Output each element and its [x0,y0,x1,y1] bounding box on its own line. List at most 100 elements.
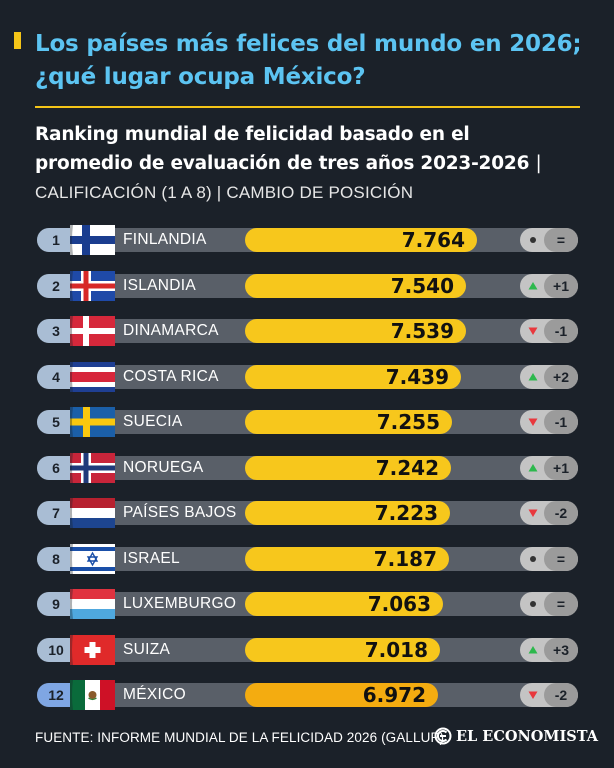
score-bar [245,410,452,434]
ranking-row: 8 7.187 ISRAEL = [0,544,614,574]
score-value-label: 7.764 [401,228,465,252]
luxembourg-flag-icon [70,589,115,619]
score-bar [245,274,466,298]
position-change-value: +3 [544,638,578,662]
iceland-flag-icon [70,271,115,301]
arrow-up-icon [528,463,538,473]
position-change-pill: -1 [520,319,578,343]
norway-flag-icon [70,453,115,483]
score-bar [245,319,466,343]
arrow-down-icon [528,690,538,700]
score-value-label: 6.972 [362,683,426,707]
page-title: Los países más felices del mundo en 2026… [35,31,582,90]
position-change-pill: = [520,228,578,252]
country-name: MÉXICO [123,686,186,703]
country-name: ISLANDIA [123,277,197,294]
el-economista-logo-icon [434,727,452,745]
country-name: LUXEMBURGO [123,595,237,612]
score-value-label: 7.539 [390,319,454,343]
position-change-pill: = [520,592,578,616]
position-change-pill: = [520,547,578,571]
title-divider [35,106,580,108]
subtitle-line-1: Ranking mundial de felicidad basado en e… [35,124,470,145]
chart-subtitle: Ranking mundial de felicidad basado en e… [35,120,600,178]
dot-icon [528,235,538,245]
denmark-flag-icon [70,316,115,346]
subtitle-line-2: promedio de evaluación de tres años 2023… [35,149,600,178]
arrow-down-icon [528,326,538,336]
switzerland-flag-icon [70,635,115,665]
country-name: NORUEGA [123,459,204,476]
country-name: ISRAEL [123,550,180,567]
ranking-row: 9 7.063 LUXEMBURGO = [0,589,614,619]
ranking-row: 7 7.223 PAÍSES BAJOS -2 [0,498,614,528]
score-value-label: 7.018 [364,638,428,662]
position-change-value: +1 [544,274,578,298]
position-change-pill: +1 [520,274,578,298]
country-name: FINLANDIA [123,231,207,248]
country-name: PAÍSES BAJOS [123,504,237,521]
score-bar [245,456,451,480]
score-bar [245,365,461,389]
country-name: COSTA RICA [123,368,219,385]
country-name: SUECIA [123,413,183,430]
position-change-value: +1 [544,456,578,480]
position-change-value: -1 [544,319,578,343]
position-change-pill: +2 [520,365,578,389]
position-change-value: +2 [544,365,578,389]
dot-icon [528,554,538,564]
subtitle-line-2-text: promedio de evaluación de tres años 2023… [35,153,530,174]
country-name: SUIZA [123,641,171,658]
arrow-up-icon [528,645,538,655]
position-change-pill: -2 [520,683,578,707]
position-change-value: -1 [544,410,578,434]
arrow-up-icon [528,372,538,382]
ranking-row: 10 7.018 SUIZA +3 [0,635,614,665]
dot-icon [528,599,538,609]
finland-flag-icon [70,225,115,255]
arrow-down-icon [528,508,538,518]
chart-axis-description: CALIFICACIÓN (1 A 8) | CAMBIO DE POSICIÓ… [35,183,414,202]
netherlands-flag-icon [70,498,115,528]
position-change-value: = [544,228,578,252]
sweden-flag-icon [70,407,115,437]
score-bar [245,638,440,662]
score-value-label: 7.255 [376,410,440,434]
ranking-row: 2 7.540 ISLANDIA +1 [0,271,614,301]
source-note: FUENTE: INFORME MUNDIAL DE LA FELICIDAD … [35,730,445,745]
position-change-pill: +3 [520,638,578,662]
brand-name: EL ECONOMISTA [456,727,598,745]
ranking-row: 4 7.439 COSTA RICA +2 [0,362,614,392]
score-value-label: 7.439 [385,365,449,389]
position-change-value: = [544,592,578,616]
brand-logo: EL ECONOMISTA [434,727,598,745]
position-change-value: -2 [544,683,578,707]
score-bar [245,683,438,707]
position-change-value: = [544,547,578,571]
score-value-label: 7.063 [367,592,431,616]
score-bar [245,547,449,571]
arrow-down-icon [528,417,538,427]
ranking-row: 12 6.972 MÉXICO -2 [0,680,614,710]
position-change-pill: -1 [520,410,578,434]
score-value-label: 7.242 [375,456,439,480]
score-bar [245,501,450,525]
position-change-pill: +1 [520,456,578,480]
israel-flag-icon [70,544,115,574]
score-bar [245,592,443,616]
score-value-label: 7.540 [390,274,454,298]
mexico-flag-icon [70,680,115,710]
costa-rica-flag-icon [70,362,115,392]
arrow-up-icon [528,281,538,291]
subtitle-separator: | [535,153,542,174]
country-name: DINAMARCA [123,322,219,339]
ranking-row: 5 7.255 SUECIA -1 [0,407,614,437]
ranking-row: 3 7.539 DINAMARCA -1 [0,316,614,346]
position-change-value: -2 [544,501,578,525]
ranking-row: 6 7.242 NORUEGA +1 [0,453,614,483]
position-change-pill: -2 [520,501,578,525]
score-value-label: 7.187 [373,547,437,571]
score-bar [245,228,477,252]
ranking-row: 1 7.764 FINLANDIA = [0,225,614,255]
score-value-label: 7.223 [374,501,438,525]
